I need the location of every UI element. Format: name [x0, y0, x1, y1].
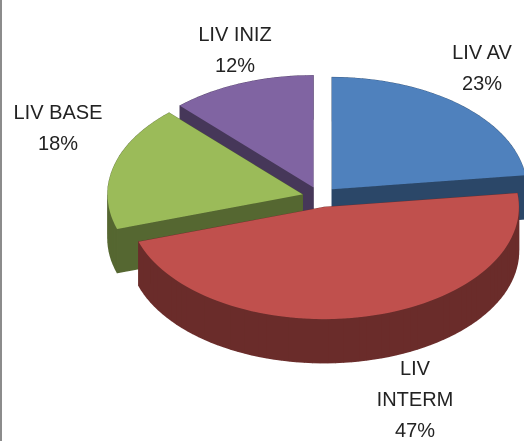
slice-side: [396, 309, 403, 355]
category-label: LIV AV: [437, 38, 524, 69]
slice-side: [115, 225, 117, 273]
slice-side: [367, 315, 375, 360]
slice-side: [443, 293, 449, 340]
slice-side: [359, 316, 367, 361]
slice-side: [509, 237, 511, 285]
slice-side: [501, 250, 504, 298]
slice-side: [162, 270, 167, 318]
slice-side: [193, 290, 199, 337]
slice-side: [282, 316, 290, 361]
slice-side: [259, 313, 266, 358]
slice-side: [305, 319, 313, 363]
slice-side: [238, 308, 245, 354]
value-label: 12%: [180, 51, 290, 82]
slice-side: [289, 317, 297, 362]
slice-side: [141, 246, 144, 294]
slice-side: [494, 258, 498, 306]
slice-side: [351, 317, 359, 362]
slice-side: [477, 273, 482, 321]
value-label: 47%: [375, 416, 455, 447]
slice-side: [490, 262, 494, 310]
slice-side: [217, 301, 224, 347]
slice-side: [147, 254, 150, 302]
slice-side: [177, 280, 182, 327]
slice-side: [328, 319, 336, 363]
slice-side: [154, 262, 158, 310]
value-label: 18%: [0, 129, 118, 160]
category-label: LIV INTERM: [375, 354, 455, 416]
slice-side: [139, 242, 142, 290]
slice-side: [410, 305, 417, 351]
slice-side: [343, 318, 351, 363]
slice-side: [466, 280, 471, 327]
slice-side: [449, 290, 455, 337]
slice-side: [224, 303, 231, 349]
slice-side: [504, 246, 507, 294]
slice-side: [312, 319, 320, 363]
slice-side: [211, 298, 218, 345]
value-label: 23%: [437, 69, 524, 100]
slice-side: [472, 277, 477, 324]
slice-side: [167, 273, 172, 321]
slice-side: [274, 315, 282, 360]
slice-side: [172, 277, 177, 325]
slice-side: [297, 318, 305, 363]
slice-side: [374, 314, 382, 359]
slice-side: [481, 270, 486, 318]
slice-side: [437, 296, 443, 343]
category-label: LIV INIZ: [180, 20, 290, 51]
slice-side: [231, 306, 238, 352]
slice-side: [431, 298, 438, 345]
slice-side: [486, 266, 490, 314]
slice-side: [187, 287, 193, 334]
slice-side: [424, 301, 431, 347]
slice-side: [498, 254, 501, 302]
slice-side: [455, 287, 461, 334]
slice-side: [382, 313, 389, 358]
slice-side: [507, 242, 510, 290]
slice-side: [417, 303, 424, 349]
slice-side: [245, 309, 252, 355]
slice-side: [158, 266, 162, 314]
slice-side: [267, 314, 275, 359]
slice-side: [252, 311, 259, 357]
slice-side: [205, 296, 211, 343]
slice-side: [389, 311, 396, 357]
slice-side: [199, 293, 205, 340]
category-label: LIV BASE: [0, 98, 118, 129]
slice-side: [461, 284, 466, 331]
slice-side: [150, 258, 154, 306]
slice-side: [403, 308, 410, 354]
slice-side: [336, 319, 344, 363]
slice-side: [144, 250, 147, 298]
slice-side: [182, 284, 187, 331]
slice-side: [320, 319, 328, 363]
